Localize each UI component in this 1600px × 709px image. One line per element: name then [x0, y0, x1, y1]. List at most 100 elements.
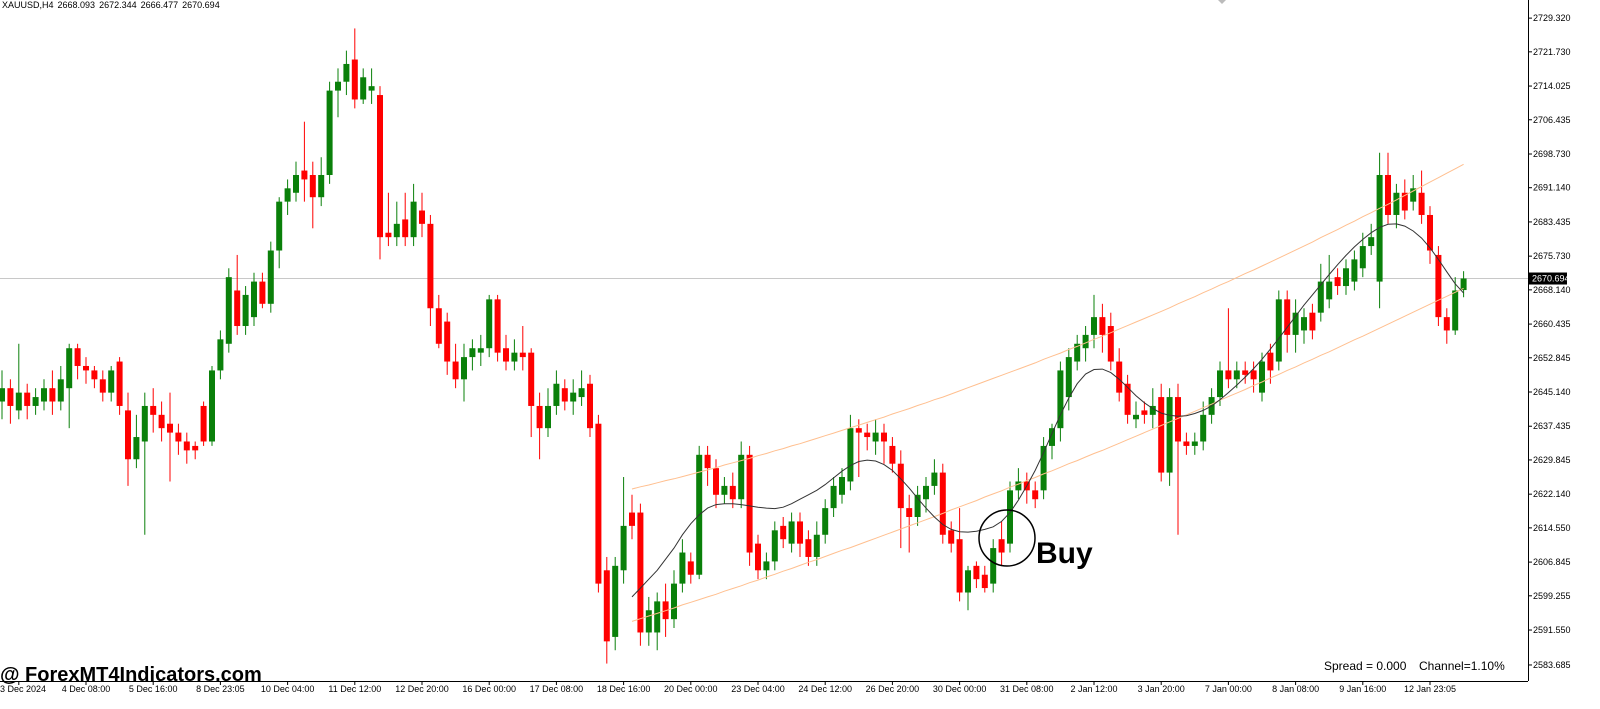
candle-body	[587, 383, 593, 429]
candle-body	[570, 392, 577, 402]
x-tick-label: 12 Jan 23:05	[1404, 684, 1456, 694]
candle-body	[234, 290, 241, 327]
y-tick-label: 2660.435	[1533, 319, 1571, 329]
y-tick-label: 2629.845	[1533, 455, 1571, 465]
y-tick-label: 2652.845	[1533, 353, 1571, 363]
candle-body	[1116, 361, 1123, 393]
candle-body	[141, 405, 148, 442]
candle-body	[49, 388, 56, 402]
candle-body	[1233, 370, 1240, 380]
candle-body	[1292, 312, 1299, 335]
x-tick-label: 18 Dec 16:00	[597, 684, 651, 694]
y-tick-label: 2591.550	[1533, 625, 1571, 635]
y-tick-label: 2706.435	[1533, 115, 1571, 125]
candle-body	[1284, 299, 1291, 335]
candle-body	[1334, 277, 1341, 287]
x-tick-label: 23 Dec 04:00	[731, 684, 785, 694]
candle-body	[1343, 268, 1349, 287]
candle-body	[7, 388, 14, 406]
candle-body	[561, 388, 568, 402]
symbol: XAUUSD,H4	[2, 0, 54, 10]
candle-body	[1301, 317, 1307, 331]
candle-body	[0, 388, 5, 402]
candle-body	[1124, 383, 1131, 415]
candle-body	[1376, 174, 1383, 282]
shift-marker	[1218, 0, 1226, 4]
candle-body	[1040, 445, 1047, 491]
candle-body	[746, 454, 753, 553]
candle-body	[629, 512, 635, 526]
candle-body	[1091, 317, 1097, 335]
candle-body	[1158, 397, 1165, 473]
y-tick-label: 2668.140	[1533, 285, 1571, 295]
candle-body	[1166, 397, 1173, 473]
candle-body	[881, 432, 887, 442]
candle-body	[738, 454, 745, 500]
candle-body	[704, 454, 711, 469]
candle-body	[645, 610, 652, 633]
candle-body	[494, 299, 501, 353]
candle-body	[66, 348, 73, 389]
indicator-line	[631, 223, 1464, 598]
candle-body	[209, 370, 215, 442]
candle-body	[427, 223, 434, 309]
candle-body	[368, 86, 375, 91]
y-tick-label: 2698.730	[1533, 149, 1571, 159]
header-close: 2670.694	[182, 0, 220, 10]
candle-body	[24, 392, 31, 406]
y-tick-label: 2721.730	[1533, 47, 1571, 57]
header-low: 2666.477	[140, 0, 179, 10]
candle-body	[57, 379, 64, 402]
y-tick-label: 2729.320	[1533, 13, 1571, 23]
candle-body	[158, 414, 165, 429]
candle-body	[755, 543, 761, 571]
candle-body	[444, 321, 451, 362]
candle-body	[1351, 259, 1358, 282]
candle-body	[377, 95, 383, 238]
x-tick-label: 4 Dec 08:00	[62, 684, 111, 694]
x-tick-label: 24 Dec 12:00	[798, 684, 852, 694]
candle-body	[948, 530, 955, 544]
candle-body	[74, 348, 81, 366]
candle-body	[864, 432, 871, 438]
candle-body	[1200, 414, 1207, 442]
candle-body	[41, 388, 47, 402]
candle-body	[889, 445, 896, 464]
x-tick-label: 17 Dec 08:00	[530, 684, 584, 694]
candle-body	[713, 468, 719, 495]
candle-body	[536, 405, 543, 429]
candle-body	[435, 308, 442, 344]
candle-body	[528, 352, 535, 406]
x-tick-label: 30 Dec 00:00	[933, 684, 987, 694]
x-tick-label: 31 Dec 08:00	[1000, 684, 1054, 694]
candle-body	[242, 294, 249, 327]
candle-body	[175, 432, 182, 442]
candle-body	[1099, 317, 1106, 335]
y-tick-label: 2645.140	[1533, 387, 1571, 397]
candle-body	[1401, 192, 1408, 211]
candle-body	[225, 277, 232, 344]
candle-body	[326, 90, 333, 175]
candle-body	[914, 494, 921, 517]
candle-body	[1435, 254, 1442, 318]
candle-body	[1074, 343, 1081, 362]
candle-body	[872, 432, 879, 442]
candle-body	[805, 539, 812, 557]
candle-body	[183, 441, 190, 451]
candle-body	[603, 570, 610, 642]
candle-body	[318, 174, 325, 198]
header-open: 2668.093	[57, 0, 96, 10]
y-tick-label: 2691.140	[1533, 183, 1571, 193]
candle-body	[511, 352, 518, 362]
candle-body	[973, 565, 980, 580]
candle-body	[385, 232, 392, 238]
candle-body	[906, 508, 913, 517]
candle-body	[1418, 192, 1425, 215]
candle-body	[1191, 441, 1198, 446]
candle-body	[267, 250, 274, 304]
candle-body	[679, 552, 686, 584]
candle-body	[519, 352, 526, 358]
candle-body	[116, 361, 123, 406]
candle-body	[771, 530, 778, 562]
candle-body	[797, 521, 803, 544]
